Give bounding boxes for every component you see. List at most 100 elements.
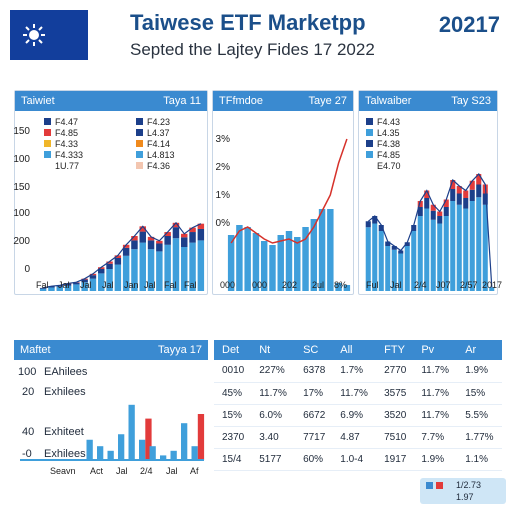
tick-label: Seavn <box>50 466 76 476</box>
bar <box>122 244 130 248</box>
bar <box>227 235 235 291</box>
bar <box>164 232 171 236</box>
bar <box>147 249 155 291</box>
tick-label: 100 <box>13 154 30 165</box>
chart-panel-4: Maftet Tayya 17 <box>14 340 208 464</box>
tick-label: Ful <box>366 280 379 290</box>
page-year: 20217 <box>438 12 500 37</box>
table-cell: 45% <box>214 382 252 405</box>
list-value: 20 <box>22 386 35 398</box>
column-header[interactable]: FTY <box>376 340 414 360</box>
panel-header-4[interactable]: Maftet Tayya 17 <box>14 340 208 360</box>
column-header[interactable]: Ar <box>457 340 502 360</box>
panel-period: Taye 27 <box>308 95 347 107</box>
legend-entry: F4.85 <box>377 149 401 160</box>
bar <box>456 204 462 291</box>
bar <box>160 455 167 460</box>
bar <box>131 249 138 291</box>
bar <box>122 247 130 256</box>
panel-header-1[interactable]: Taiwiet Taya 11 <box>15 91 207 111</box>
bar <box>294 237 301 291</box>
bar <box>189 227 196 233</box>
tick-label: 202 <box>282 280 298 290</box>
tick-label: 2% <box>215 162 230 173</box>
bar <box>172 227 180 239</box>
bar <box>469 201 475 291</box>
tick-label: 2/57 <box>460 280 478 290</box>
tick-label: 0 <box>24 264 30 275</box>
bar <box>149 446 156 460</box>
legend-entry: F4.14 <box>147 138 171 149</box>
panel-period: Tay S23 <box>451 95 491 107</box>
bar <box>56 285 63 287</box>
panel-header-3[interactable]: Talwaiber Tay S23 <box>359 91 497 111</box>
legend-entry: 1U.77 <box>55 160 80 171</box>
bar <box>145 418 152 460</box>
table-row[interactable]: 15% 6.0% 6672 6.9% 3520 11.7% 5.5% <box>214 404 502 427</box>
table-cell: 15/4 <box>214 448 252 471</box>
tick-label: Jal <box>58 280 70 290</box>
column-header[interactable]: All <box>332 340 377 360</box>
list-value: 100 <box>18 366 37 378</box>
bar <box>476 174 482 185</box>
bar <box>430 210 436 220</box>
tick-label: Fal <box>184 280 197 290</box>
table-row[interactable]: 15/4 5177 60% 1.0-4 1917 1.9% 1.1% <box>214 448 502 471</box>
bar <box>236 225 243 291</box>
bar <box>372 216 378 224</box>
legend-entry: F4.85 <box>55 127 79 138</box>
x-axis-ticks-3: Ful Jal 2/4 J07 2/57 2017 <box>364 280 502 294</box>
bar <box>335 283 342 291</box>
tick-label: 100 <box>13 208 30 219</box>
column-header[interactable]: Pv <box>413 340 458 360</box>
bar <box>98 269 105 274</box>
page-subtitle: Septed the Lajtey Fides 17 2022 <box>130 40 375 59</box>
tick-label: 2/4 <box>140 466 153 476</box>
table-row[interactable]: 45% 11.7% 17% 11.7% 3575 11.7% 15% <box>214 382 502 405</box>
red-swatch-icon <box>436 482 443 489</box>
bar <box>81 282 88 291</box>
bar <box>456 193 462 205</box>
bar <box>260 241 268 291</box>
legend-entry: L4.35 <box>377 127 400 138</box>
x-axis-ticks-2: 000 000 202 2ul 8% <box>218 280 354 294</box>
bar <box>106 269 113 291</box>
bar <box>197 223 205 229</box>
list-label: Exhilees <box>44 448 86 460</box>
bar <box>56 286 63 291</box>
legend-entry: F4.333 <box>55 149 84 160</box>
table-cell: 15% <box>214 404 252 427</box>
bar <box>156 243 163 252</box>
bar <box>64 285 72 291</box>
panel-header-2[interactable]: TFfmdoe Taye 27 <box>213 91 353 111</box>
bar <box>378 225 384 231</box>
tick-label: Af <box>190 466 199 476</box>
bar <box>463 190 469 198</box>
tick-label: Jal <box>166 466 178 476</box>
bar <box>48 286 55 288</box>
column-header[interactable]: SC <box>295 340 333 360</box>
bar <box>365 227 371 291</box>
bar <box>147 236 155 241</box>
table-cell: 2770 <box>376 360 414 383</box>
bar <box>164 244 171 291</box>
column-header[interactable]: Det <box>214 340 252 360</box>
column-header[interactable]: Nt <box>251 340 296 360</box>
bar <box>172 238 180 291</box>
table-cell: 1.9% <box>413 448 458 471</box>
table-row[interactable]: 2370 3.40 7717 4.87 7510 7.7% 1.77% <box>214 426 502 449</box>
bar <box>172 222 180 228</box>
legend-entry: L4.37 <box>147 127 170 138</box>
table-cell: 7.7% <box>413 426 458 449</box>
tick-label: 2ul <box>312 280 325 290</box>
tick-label: Jal <box>102 280 114 290</box>
bar <box>450 189 456 201</box>
table-row[interactable]: 0010 227% 6378 1.7% 2770 11.7% 1.9% <box>214 360 502 383</box>
bar <box>398 253 404 291</box>
table-cell: 11.7% <box>413 360 458 383</box>
x-axis-ticks-1: Fal Jal Jal Jal Jan Jal Fal Fal <box>34 280 214 294</box>
pager-widget[interactable]: 1/2.73 1.97 <box>420 478 506 504</box>
bar <box>430 219 436 291</box>
tick-label: 8% <box>334 280 348 290</box>
sun-icon <box>23 24 45 46</box>
